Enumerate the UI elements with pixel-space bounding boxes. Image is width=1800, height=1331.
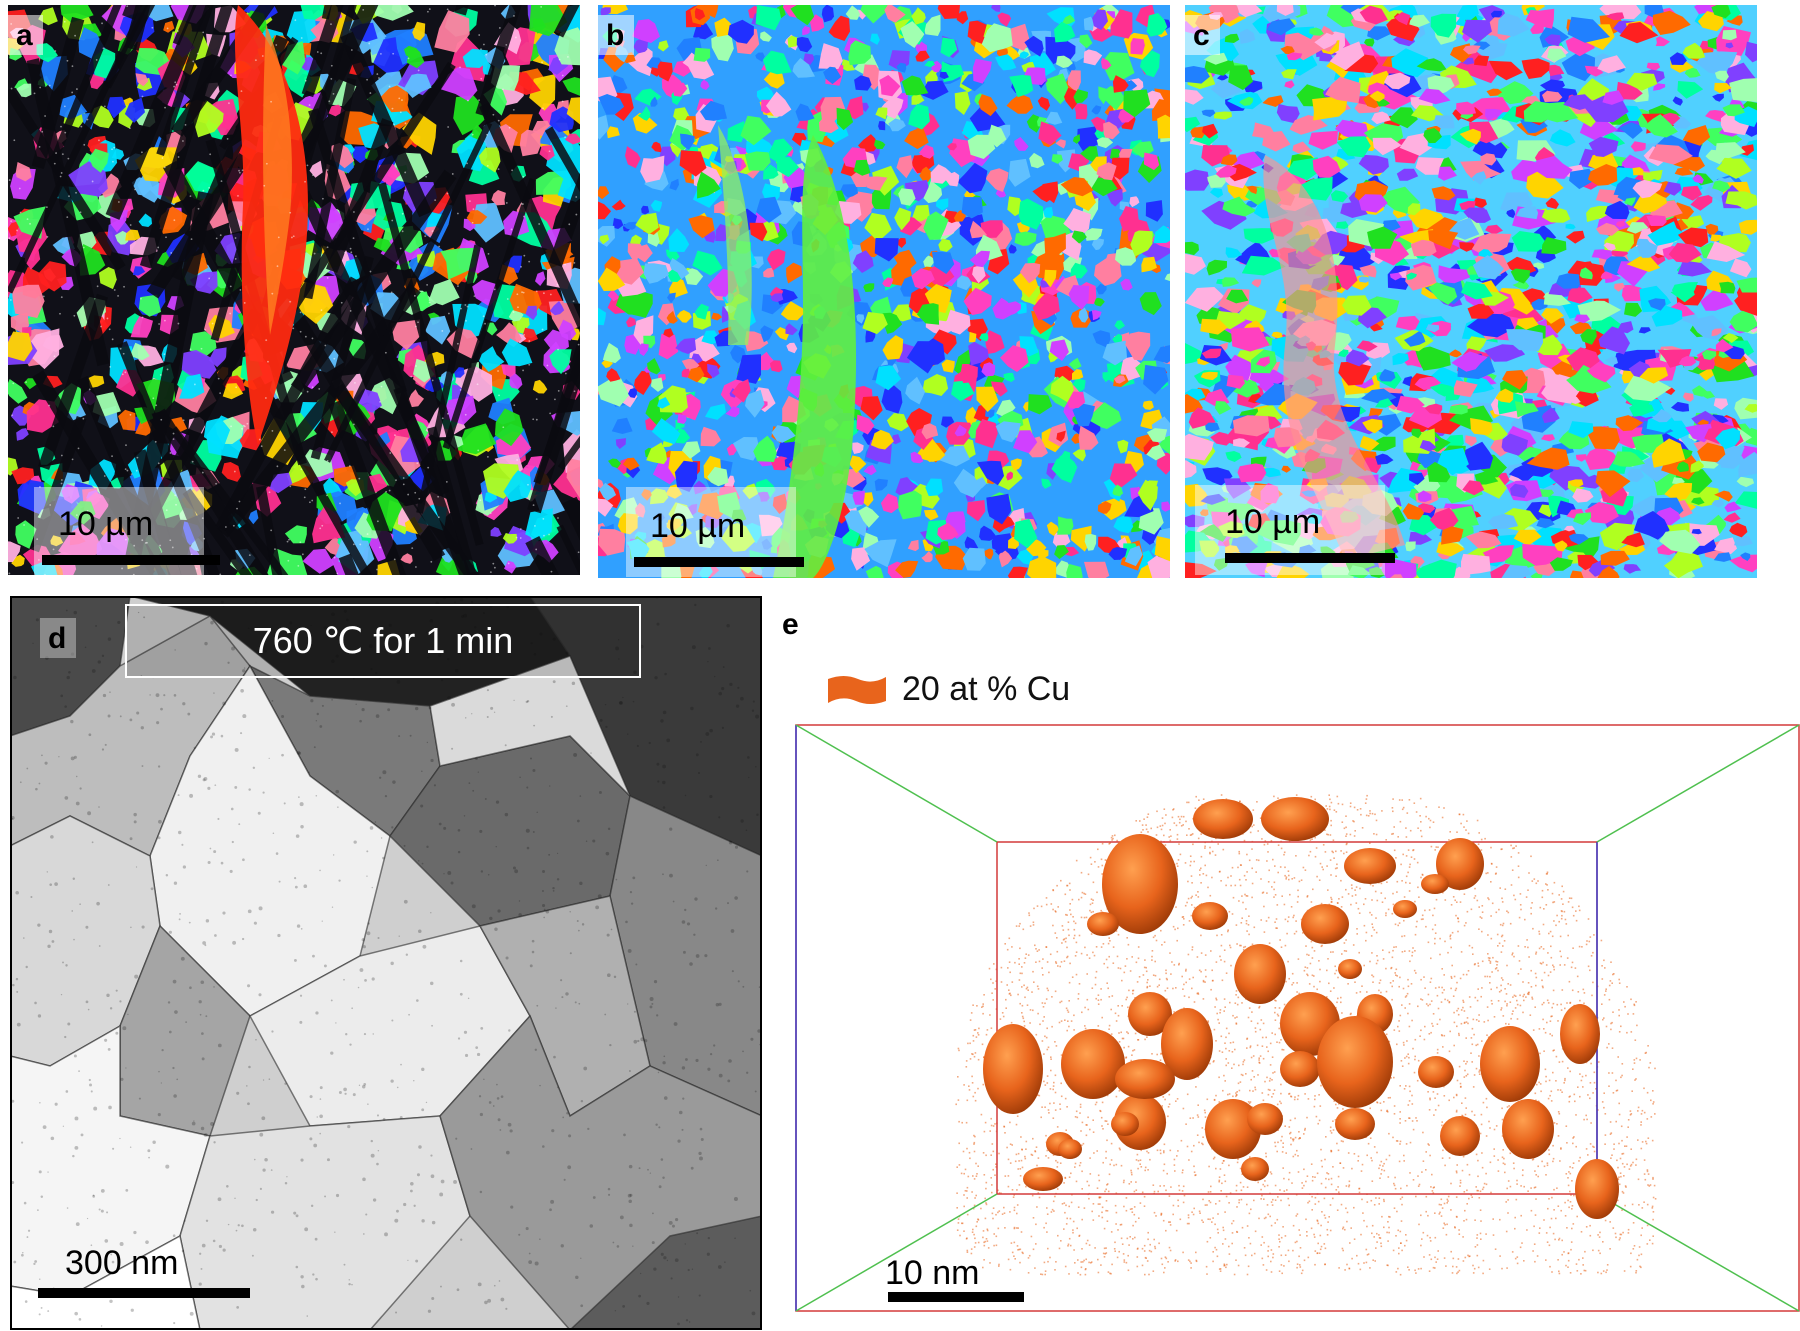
scale-bar-e xyxy=(888,1292,1024,1302)
tem-micrograph-d-image xyxy=(10,596,762,1330)
ebsd-map-a: a 10 µm xyxy=(8,5,580,575)
ebsd-map-b: b 10 µm xyxy=(598,5,1170,578)
ebsd-map-a-image xyxy=(8,5,580,575)
scale-bar-c-label: 10 µm xyxy=(1225,503,1321,541)
cu-isosurface-swatch-icon xyxy=(828,675,886,704)
legend: 20 at % Cu xyxy=(826,670,1070,709)
annealing-condition-label: 760 ℃ for 1 min xyxy=(125,604,641,678)
scale-bar-a-label: 10 µm xyxy=(58,505,154,543)
scale-bar-d-label: 300 nm xyxy=(65,1244,179,1282)
tem-micrograph-d: d 760 ℃ for 1 min 300 nm xyxy=(10,596,762,1330)
panel-label-b: b xyxy=(598,15,635,55)
apt-reconstruction-e: 10 nm xyxy=(795,724,1800,1314)
scale-bar-b-label: 10 µm xyxy=(650,507,746,545)
panel-label-d: d xyxy=(40,618,77,658)
ebsd-map-c: c 10 µm xyxy=(1185,5,1757,578)
panel-label-e: e xyxy=(782,608,799,641)
scale-bar-d xyxy=(38,1288,250,1298)
ebsd-map-c-image xyxy=(1185,5,1757,578)
legend-label: 20 at % Cu xyxy=(902,670,1071,708)
scale-bar-a xyxy=(42,555,220,565)
ebsd-map-b-image xyxy=(598,5,1170,578)
panel-label-a: a xyxy=(8,15,43,55)
scale-bar-b xyxy=(634,557,804,567)
apt-reconstruction-e-image xyxy=(795,724,1800,1312)
scale-bar-c xyxy=(1225,553,1395,563)
scale-bar-e-label: 10 nm xyxy=(885,1254,980,1292)
panel-label-c: c xyxy=(1185,15,1220,55)
